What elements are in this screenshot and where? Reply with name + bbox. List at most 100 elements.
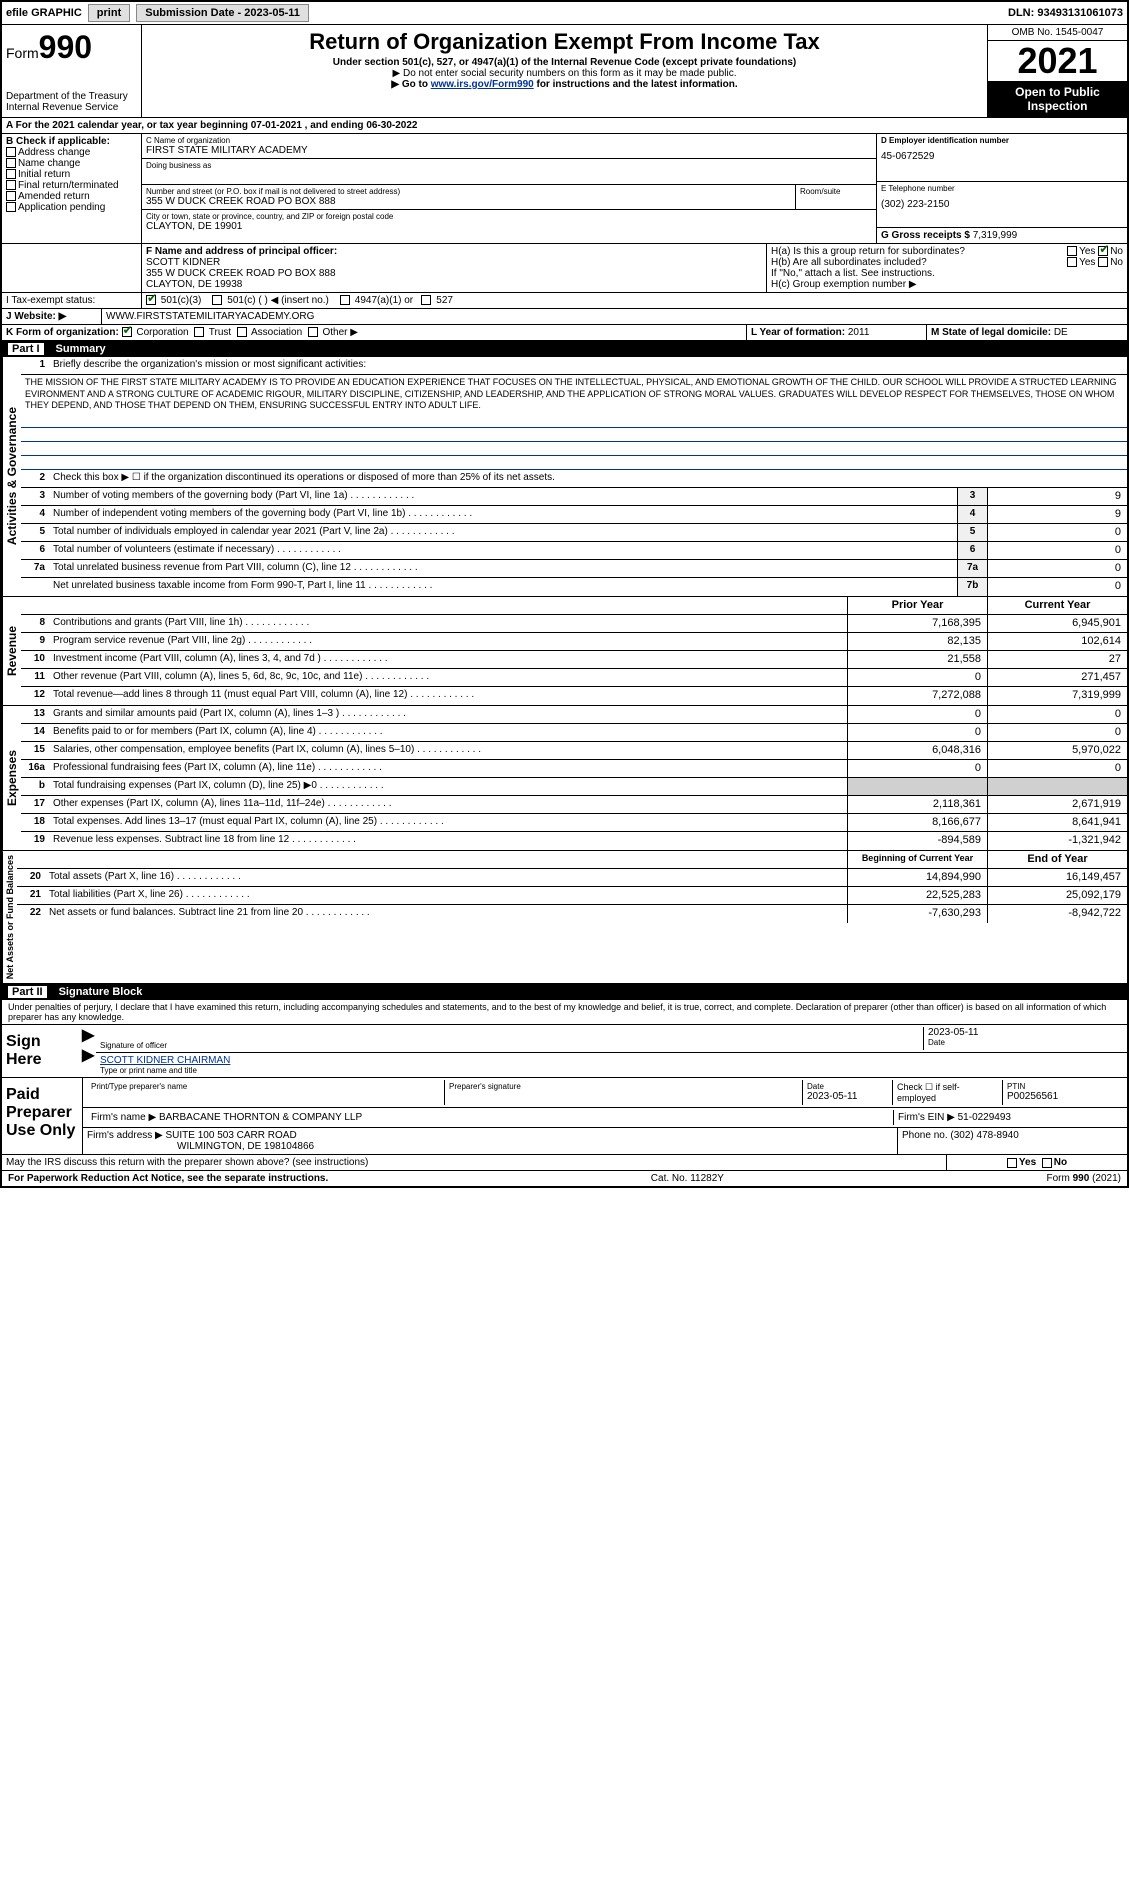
perjury-declaration: Under penalties of perjury, I declare th… <box>2 1000 1127 1025</box>
4947: 4947(a)(1) or <box>355 295 413 306</box>
box-k-label: K Form of organization: <box>6 327 119 338</box>
chk-address[interactable]: Address change <box>6 147 137 158</box>
box-j: J Website: ▶ WWW.FIRSTSTATEMILITARYACADE… <box>2 309 1127 325</box>
ha-yes: Yes <box>1079 246 1095 257</box>
hb-no: No <box>1110 257 1123 268</box>
submission-date-button[interactable]: Submission Date - 2023-05-11 <box>136 4 309 22</box>
k-other: Other ▶ <box>322 327 357 338</box>
side-activities: Activities & Governance <box>2 357 21 596</box>
prep-name-label: Print/Type preparer's name <box>91 1082 440 1091</box>
prep-date-label: Date <box>807 1082 888 1091</box>
officer-name: SCOTT KIDNER <box>146 257 762 268</box>
revenue-section: Revenue Prior Year Current Year 8Contrib… <box>2 597 1127 706</box>
chk-initial[interactable]: Initial return <box>6 169 137 180</box>
form-word: Form <box>6 45 39 61</box>
k-trust: Trust <box>209 327 231 338</box>
ein-label: D Employer identification number <box>881 136 1123 145</box>
gross-value: 7,319,999 <box>973 230 1018 241</box>
cat-no: Cat. No. 11282Y <box>651 1173 724 1184</box>
ptin-value: P00256561 <box>1007 1091 1119 1102</box>
chk-final-label: Final return/terminated <box>18 180 119 191</box>
sig-date-label: Date <box>928 1038 1123 1047</box>
summary-line: 3Number of voting members of the governi… <box>21 488 1127 506</box>
goto-pre: ▶ Go to <box>391 79 430 90</box>
col-prior: Prior Year <box>847 597 987 614</box>
gross-label: G Gross receipts $ <box>881 230 970 241</box>
data-line: 10Investment income (Part VIII, column (… <box>21 651 1127 669</box>
officer-printed-name[interactable]: SCOTT KIDNER CHAIRMAN <box>100 1055 230 1066</box>
org-name: FIRST STATE MILITARY ACADEMY <box>146 145 872 156</box>
dba-label: Doing business as <box>146 161 872 170</box>
addr-label: Number and street (or P.O. box if mail i… <box>146 187 791 196</box>
chk-final[interactable]: Final return/terminated <box>6 180 137 191</box>
prep-phone: (302) 478-8940 <box>950 1130 1018 1141</box>
chk-app[interactable]: Application pending <box>6 202 137 213</box>
chk-initial-label: Initial return <box>18 169 70 180</box>
paid-preparer-section: Paid Preparer Use Only Print/Type prepar… <box>2 1078 1127 1155</box>
firm-name: BARBACANE THORNTON & COMPANY LLP <box>159 1112 362 1123</box>
data-line: 9Program service revenue (Part VIII, lin… <box>21 633 1127 651</box>
data-line: 11Other revenue (Part VIII, column (A), … <box>21 669 1127 687</box>
street-address: 355 W DUCK CREEK ROAD PO BOX 888 <box>146 196 791 207</box>
summary-line: 6Total number of volunteers (estimate if… <box>21 542 1127 560</box>
website-value: WWW.FIRSTSTATEMILITARYACADEMY.ORG <box>102 309 1127 324</box>
irs-no: No <box>1054 1157 1067 1168</box>
subtitle-2: ▶ Do not enter social security numbers o… <box>150 68 979 79</box>
part-1-title: Summary <box>56 343 106 355</box>
pra-notice: For Paperwork Reduction Act Notice, see … <box>8 1173 328 1184</box>
chk-name-label: Name change <box>18 158 80 169</box>
chk-name[interactable]: Name change <box>6 158 137 169</box>
data-line: 21Total liabilities (Part X, line 26)22,… <box>17 887 1127 905</box>
data-line: 13Grants and similar amounts paid (Part … <box>21 706 1127 724</box>
year-formation: 2011 <box>848 327 870 338</box>
subtitle-1: Under section 501(c), 527, or 4947(a)(1)… <box>150 57 979 68</box>
box-h: H(a) Is this a group return for subordin… <box>767 244 1127 292</box>
officer-city: CLAYTON, DE 19938 <box>146 279 762 290</box>
form-header: Form990 Department of the Treasury Inter… <box>2 25 1127 118</box>
data-line: 12Total revenue—add lines 8 through 11 (… <box>21 687 1127 705</box>
k-corp: Corporation <box>136 327 188 338</box>
prep-sig-label: Preparer's signature <box>449 1082 798 1091</box>
data-line: 18Total expenses. Add lines 13–17 (must … <box>21 814 1127 832</box>
dept-treasury: Department of the Treasury <box>6 91 137 102</box>
city-label: City or town, state or province, country… <box>146 212 872 221</box>
part-2-title: Signature Block <box>59 986 143 998</box>
sign-here-section: Sign Here ▶▶ Signature of officer 2023-0… <box>2 1025 1127 1078</box>
box-b: B Check if applicable: Address change Na… <box>2 134 142 243</box>
ein-value: 45-0672529 <box>881 151 1123 162</box>
501c: 501(c) ( ) ◀ (insert no.) <box>227 295 329 306</box>
firm-addr-label: Firm's address ▶ <box>87 1130 163 1141</box>
irs-link[interactable]: www.irs.gov/Form990 <box>431 79 534 90</box>
box-j-label: J Website: ▶ <box>2 309 102 324</box>
box-f: F Name and address of principal officer:… <box>142 244 767 292</box>
ruled-line <box>21 456 1127 470</box>
print-button[interactable]: print <box>88 4 130 22</box>
summary-line: 7aTotal unrelated business revenue from … <box>21 560 1127 578</box>
chk-app-label: Application pending <box>18 202 105 213</box>
data-line: bTotal fundraising expenses (Part IX, co… <box>21 778 1127 796</box>
sign-here-label: Sign Here <box>2 1025 82 1077</box>
sig-officer-label: Signature of officer <box>100 1041 923 1050</box>
open-public: Open to Public Inspection <box>988 81 1127 117</box>
chk-address-label: Address change <box>18 147 90 158</box>
side-revenue: Revenue <box>2 597 21 705</box>
box-f-label: F Name and address of principal officer: <box>146 246 762 257</box>
mission-text: THE MISSION OF THE FIRST STATE MILITARY … <box>21 375 1127 414</box>
form-ref: Form 990 (2021) <box>1047 1173 1122 1184</box>
side-netassets: Net Assets or Fund Balances <box>2 851 17 983</box>
part-2-label: Part II <box>8 986 47 998</box>
col-end: End of Year <box>987 851 1127 868</box>
box-c: C Name of organization FIRST STATE MILIT… <box>142 134 877 243</box>
form-990-num: 990 <box>39 29 92 65</box>
ptin-label: PTIN <box>1007 1082 1119 1091</box>
k-assoc: Association <box>251 327 302 338</box>
fh-row: F Name and address of principal officer:… <box>2 244 1127 293</box>
prep-date: 2023-05-11 <box>807 1091 888 1102</box>
hb-note: If "No," attach a list. See instructions… <box>771 268 1123 279</box>
period-text: A For the 2021 calendar year, or tax yea… <box>2 118 1127 133</box>
page-footer: For Paperwork Reduction Act Notice, see … <box>2 1171 1127 1186</box>
box-b-label: B Check if applicable: <box>6 136 137 147</box>
firm-ein-label: Firm's EIN ▶ <box>898 1112 955 1123</box>
name-title-label: Type or print name and title <box>100 1066 1123 1075</box>
chk-amended[interactable]: Amended return <box>6 191 137 202</box>
